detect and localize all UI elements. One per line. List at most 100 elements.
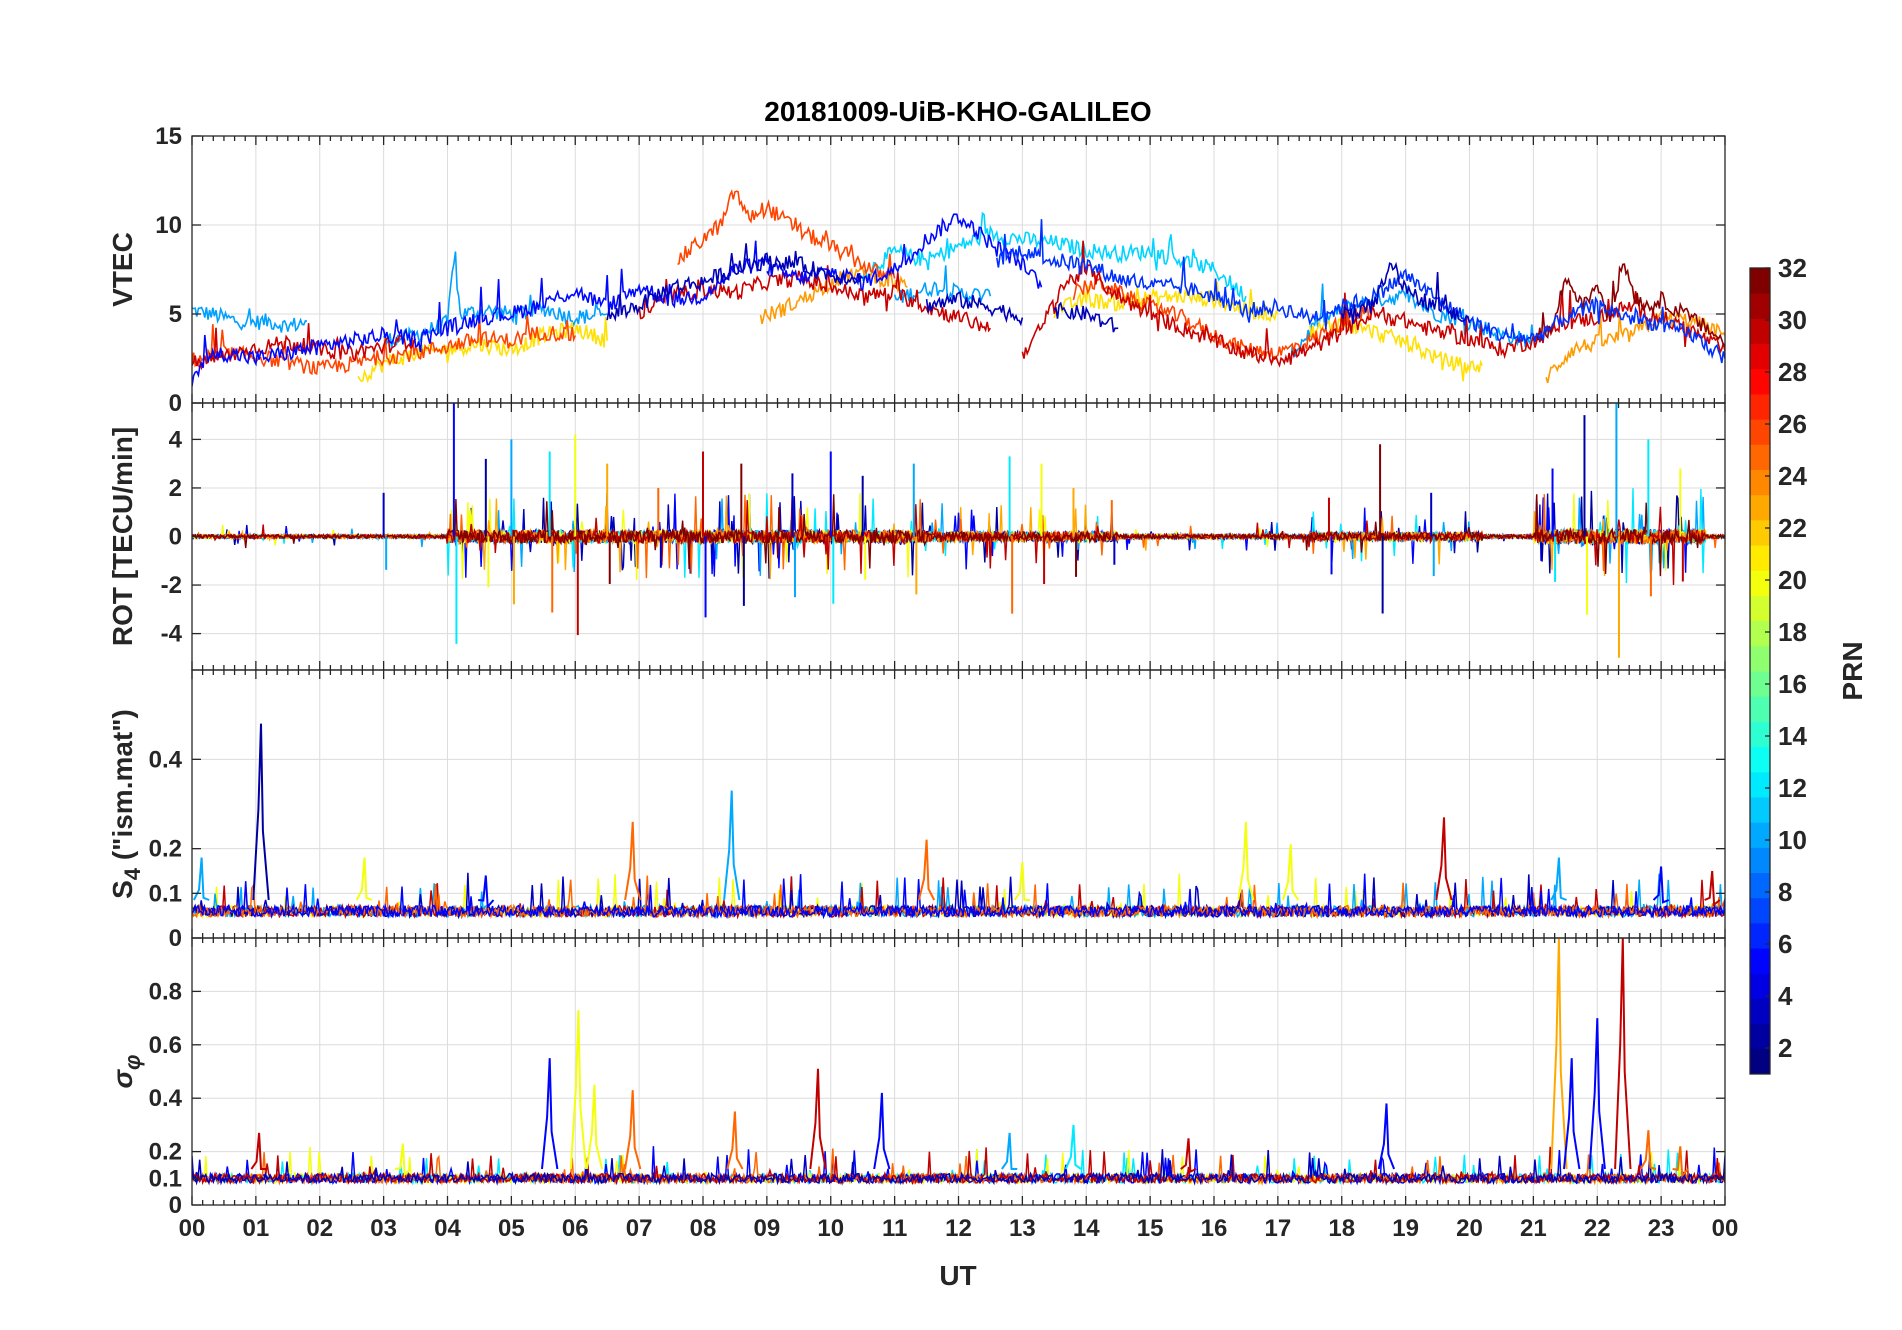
rot-series-prn-32 xyxy=(192,494,1725,577)
colorbar-tick-label: 8 xyxy=(1778,877,1792,907)
x-tick-label: 00 xyxy=(179,1215,206,1242)
x-tick-label: 22 xyxy=(1584,1215,1611,1242)
sigma-peak xyxy=(809,1068,827,1170)
vtec-y-axis-label: VTEC xyxy=(107,232,138,307)
s4-peak xyxy=(478,875,495,910)
vtec-series-prn-10 xyxy=(893,265,992,305)
x-axis-label: UT xyxy=(939,1260,976,1291)
colorbar-tick-label: 6 xyxy=(1778,929,1792,959)
vtec-series-prn-2 xyxy=(1341,261,1471,325)
sigma-peak xyxy=(1672,1146,1689,1179)
sigma-series-prn-3 xyxy=(192,1149,1725,1186)
x-tick-label: 20 xyxy=(1456,1215,1483,1242)
s4-peak xyxy=(355,857,373,901)
s4-panel: 0 0.1 0.2 0.4S4 ("ism.mat") xyxy=(107,669,1726,952)
colorbar-segment xyxy=(1750,494,1770,521)
colorbar-tick-label: 16 xyxy=(1778,669,1807,699)
colorbar-segment xyxy=(1750,696,1770,722)
colorbar-segment xyxy=(1750,293,1770,319)
x-tick-label: 08 xyxy=(690,1215,717,1242)
x-tick-label: 00 xyxy=(1712,1215,1739,1242)
sigma-peak xyxy=(1550,938,1568,1170)
x-tick-label: 23 xyxy=(1648,1215,1675,1242)
sigma-peak xyxy=(585,1084,604,1170)
rot-y-tick-label: -2 xyxy=(161,572,182,599)
colorbar-tick-label: 22 xyxy=(1778,513,1807,543)
x-tick-label: 03 xyxy=(370,1215,397,1242)
colorbar-segment xyxy=(1750,570,1770,596)
sigma-peak xyxy=(569,1010,588,1170)
vtec-y-tick-label: 10 xyxy=(155,212,182,239)
sigma-peak xyxy=(1614,938,1632,1170)
colorbar-tick-label: 2 xyxy=(1778,1033,1792,1063)
x-tick-label: 10 xyxy=(817,1215,844,1242)
x-tick-label: 19 xyxy=(1392,1215,1419,1242)
colorbar-segment xyxy=(1750,847,1770,873)
colorbar-tick-label: 20 xyxy=(1778,565,1807,595)
colorbar-segment xyxy=(1750,1023,1770,1050)
s4-series-prn-5 xyxy=(192,873,1725,920)
colorbar-tick-label: 24 xyxy=(1778,461,1807,491)
vtec-series-prn-32 xyxy=(1532,263,1725,346)
x-tick-label: 12 xyxy=(945,1215,972,1242)
x-tick-label: 02 xyxy=(306,1215,333,1242)
sigma-y-tick-label: 0.6 xyxy=(149,1032,182,1059)
colorbar-segment xyxy=(1750,973,1770,999)
s4-peak xyxy=(917,839,936,901)
rot-y-tick-label: 2 xyxy=(169,475,182,502)
colorbar-segment xyxy=(1750,545,1770,571)
x-tick-label: 13 xyxy=(1009,1215,1036,1242)
sigma-peak xyxy=(1588,1018,1606,1170)
colorbar-tick-label: 32 xyxy=(1778,253,1807,283)
sigma-y-tick-label: 0.4 xyxy=(149,1085,183,1112)
colorbar-segment xyxy=(1750,343,1770,370)
x-tick-label: 16 xyxy=(1201,1215,1228,1242)
colorbar-tick-label: 12 xyxy=(1778,773,1807,803)
colorbar-segment xyxy=(1750,469,1770,496)
vtec-series-prn-2 xyxy=(925,291,1024,327)
colorbar-segment xyxy=(1750,419,1770,445)
x-tick-label: 09 xyxy=(754,1215,781,1242)
x-tick-label: 15 xyxy=(1137,1215,1164,1242)
x-tick-label: 04 xyxy=(434,1215,461,1242)
vtec-series-prn-12 xyxy=(861,211,1247,303)
sigma-phi-panel: 00.10.2 0.4 0.6 0.8 σφ xyxy=(107,937,1726,1219)
x-tick-label: 17 xyxy=(1265,1215,1292,1242)
colorbar-segment xyxy=(1750,822,1770,848)
s4-peak xyxy=(252,723,270,901)
vtec-y-tick-label: 0 xyxy=(169,390,182,417)
colorbar-tick-label: 28 xyxy=(1778,357,1807,387)
colorbar-segment xyxy=(1750,595,1770,622)
vtec-series-prn-20 xyxy=(357,316,608,384)
s4-peak xyxy=(1704,870,1721,907)
vtec-series-prn-3 xyxy=(192,240,768,387)
sigma-peak xyxy=(1180,1138,1197,1174)
s4-peak xyxy=(1652,866,1670,904)
sigma-y-axis-label: σφ xyxy=(107,1054,145,1088)
colorbar-segment xyxy=(1750,393,1770,420)
sigma-peak xyxy=(1639,1130,1657,1170)
colorbar-frame xyxy=(1749,267,1771,1075)
sigma-peak xyxy=(1563,1058,1581,1170)
colorbar-segment xyxy=(1750,771,1770,798)
vtec-series-prn-30 xyxy=(1021,240,1725,368)
colorbar-tick-label: 18 xyxy=(1778,617,1807,647)
colorbar-tick-label: 30 xyxy=(1778,305,1807,335)
sigma-peak xyxy=(1001,1132,1018,1170)
vtec-series-prn-10 xyxy=(192,306,308,333)
colorbar-segment xyxy=(1750,318,1770,345)
rot-y-tick-label: -4 xyxy=(161,621,183,648)
x-tick-label: 06 xyxy=(562,1215,589,1242)
x-tick-label: 07 xyxy=(626,1215,653,1242)
colorbar-segment xyxy=(1750,645,1770,672)
x-tick-label: 01 xyxy=(243,1215,270,1242)
s4-peak xyxy=(1237,821,1255,901)
colorbar-tick-label: 4 xyxy=(1778,981,1793,1011)
rot-y-axis-label: ROT [TECU/min] xyxy=(107,427,138,646)
sigma-y-tick-label: 0.1 xyxy=(149,1165,182,1192)
colorbar-segment xyxy=(1750,368,1770,395)
colorbar-segment xyxy=(1750,922,1770,949)
vtec-series-prn-23 xyxy=(1545,308,1725,384)
